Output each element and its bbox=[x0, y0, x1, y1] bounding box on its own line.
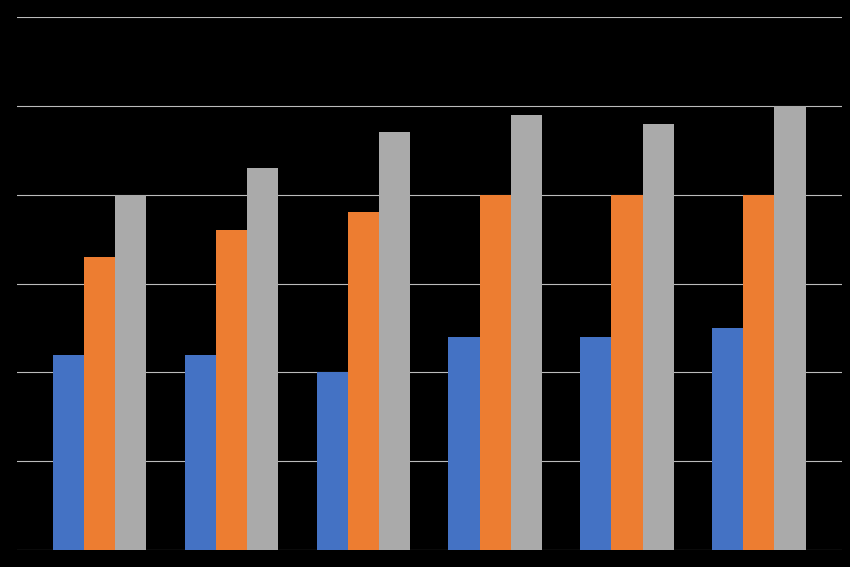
Bar bbox=[53, 354, 84, 550]
Bar bbox=[348, 213, 379, 550]
Bar bbox=[611, 194, 643, 550]
Bar bbox=[84, 257, 116, 550]
Bar bbox=[712, 328, 743, 550]
Bar bbox=[379, 133, 410, 550]
Bar bbox=[216, 230, 247, 550]
Bar bbox=[643, 124, 674, 550]
Bar bbox=[449, 337, 479, 550]
Bar bbox=[247, 168, 278, 550]
Bar bbox=[479, 194, 511, 550]
Bar bbox=[743, 194, 774, 550]
Bar bbox=[116, 194, 146, 550]
Bar bbox=[184, 354, 216, 550]
Bar bbox=[581, 337, 611, 550]
Bar bbox=[511, 115, 542, 550]
Bar bbox=[774, 106, 806, 550]
Bar bbox=[316, 373, 348, 550]
